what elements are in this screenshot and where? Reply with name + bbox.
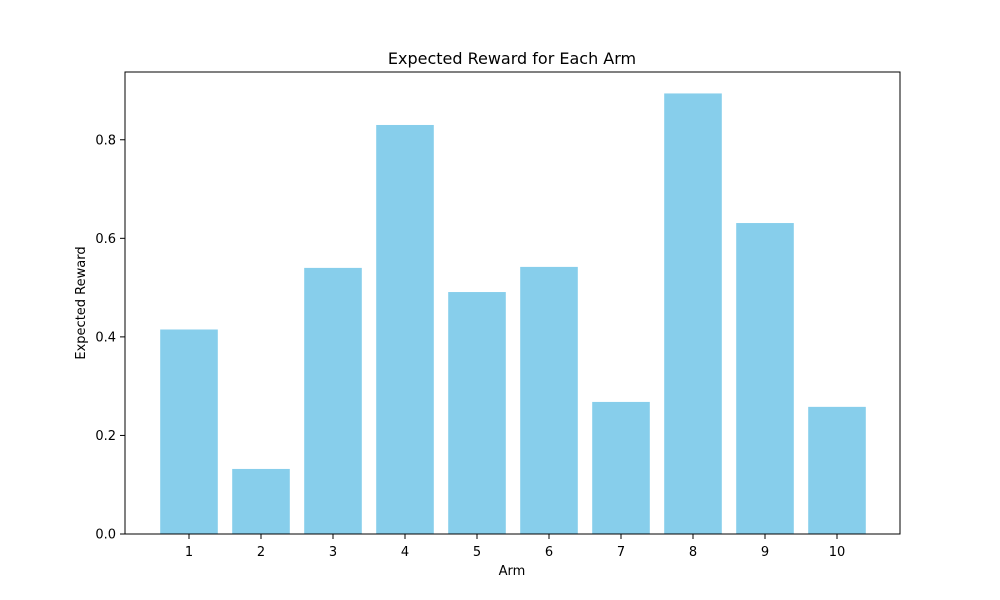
x-axis-ticks: 1 2 3 4 5 6 7 8 9 10 bbox=[185, 534, 845, 560]
y-axis-ticks: 0.0 0.2 0.4 0.6 0.8 bbox=[95, 133, 125, 543]
bar-arm-8 bbox=[664, 93, 722, 534]
bar-arm-4 bbox=[376, 124, 434, 534]
bar-arm-10 bbox=[808, 406, 866, 534]
bar-arm-3 bbox=[304, 267, 362, 534]
x-tick-label: 3 bbox=[329, 545, 337, 560]
chart-title: Expected Reward for Each Arm bbox=[388, 49, 636, 68]
bar-arm-2 bbox=[232, 468, 290, 534]
y-tick-label: 0.8 bbox=[95, 133, 116, 148]
x-tick-label: 8 bbox=[689, 545, 697, 560]
bars-group bbox=[160, 93, 866, 535]
bar-arm-1 bbox=[160, 329, 218, 534]
y-tick-label: 0.2 bbox=[95, 429, 116, 444]
y-tick-label: 0.0 bbox=[95, 528, 116, 543]
y-tick-label: 0.4 bbox=[95, 330, 116, 345]
x-tick-label: 9 bbox=[761, 545, 769, 560]
x-tick-label: 2 bbox=[257, 545, 265, 560]
x-axis-title: Arm bbox=[499, 564, 526, 579]
bar-arm-6 bbox=[520, 266, 578, 534]
bar-arm-5 bbox=[448, 292, 506, 534]
bar-arm-9 bbox=[736, 223, 794, 535]
y-tick-label: 0.6 bbox=[95, 232, 116, 247]
bar-arm-7 bbox=[592, 401, 650, 534]
x-tick-label: 4 bbox=[401, 545, 409, 560]
x-tick-label: 5 bbox=[473, 545, 481, 560]
x-tick-label: 7 bbox=[617, 545, 625, 560]
plot-area-frame bbox=[124, 71, 901, 535]
x-tick-label: 1 bbox=[185, 545, 193, 560]
x-tick-label: 10 bbox=[829, 545, 846, 560]
x-tick-label: 6 bbox=[545, 545, 553, 560]
y-axis-title: Expected Reward bbox=[74, 246, 89, 359]
